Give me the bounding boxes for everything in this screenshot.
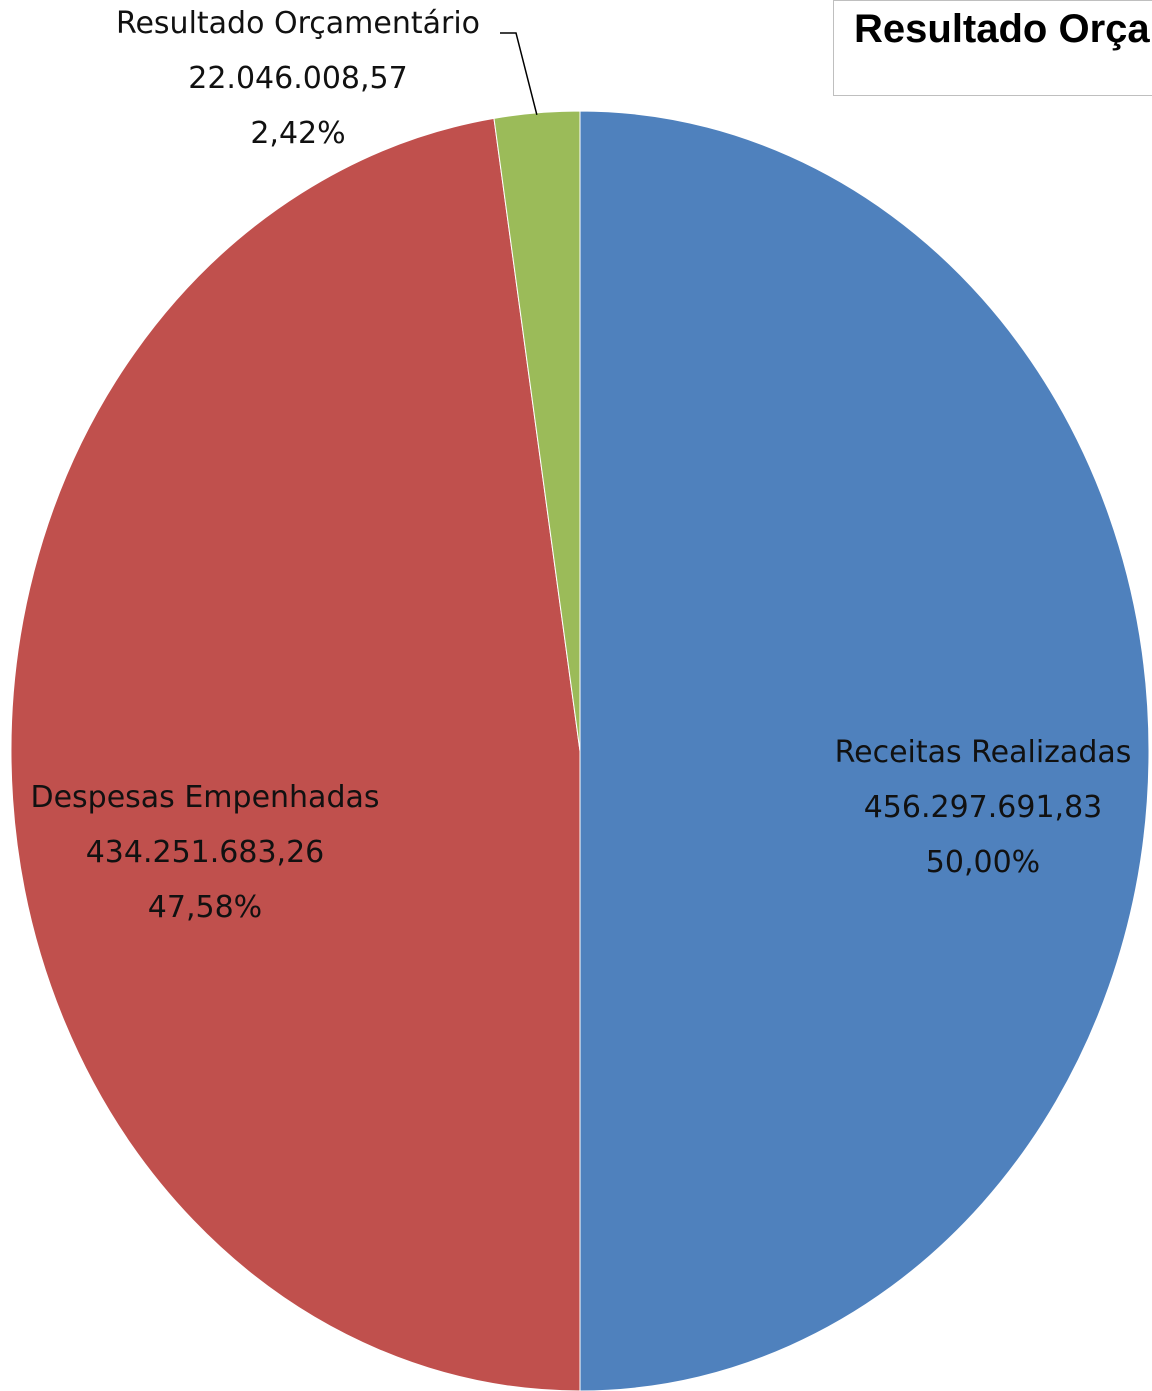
- chart-title: Resultado Orça: [854, 7, 1150, 51]
- data-label-resultado-orcamentario: Resultado Orçamentário 22.046.008,57 2,42%: [116, 6, 480, 151]
- leader-line-resultado-orcamentario: [500, 32, 538, 116]
- chart-title-box: Resultado Orça: [833, 0, 1152, 96]
- pie-slice-receitas-realizadas: [579, 110, 1150, 1391]
- data-label-receitas-realizadas: Receitas Realizadas 456.297.691,83 50,00%: [835, 735, 1132, 880]
- pie-slice-despesas-empenhadas: [10, 117, 581, 1391]
- data-label-despesas-empenhadas: Despesas Empenhadas 434.251.683,26 47,58%: [30, 780, 379, 925]
